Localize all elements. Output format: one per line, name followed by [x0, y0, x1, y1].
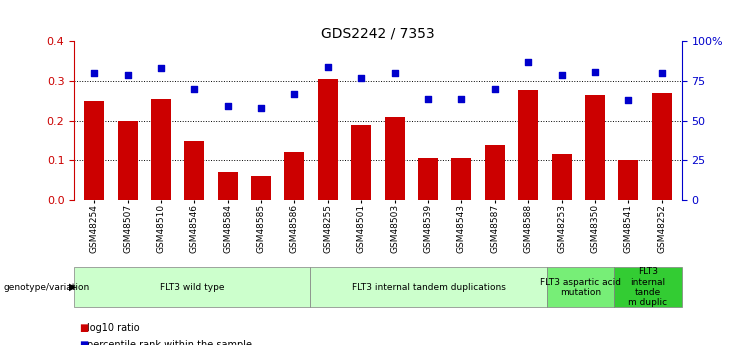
Bar — [451, 158, 471, 200]
Bar — [651, 93, 671, 200]
Bar — [618, 160, 638, 200]
Bar — [318, 79, 338, 200]
Bar — [518, 90, 538, 200]
Bar — [84, 101, 104, 200]
Point — [355, 75, 367, 81]
Bar — [151, 99, 171, 200]
Point — [522, 59, 534, 65]
Point — [222, 104, 233, 109]
Text: ▶: ▶ — [69, 282, 76, 292]
Text: FLT3
internal
tande
m duplic: FLT3 internal tande m duplic — [628, 267, 668, 307]
Point — [489, 86, 501, 92]
Text: FLT3 aspartic acid
mutation: FLT3 aspartic acid mutation — [540, 277, 621, 297]
Point — [88, 70, 100, 76]
Text: log10 ratio: log10 ratio — [87, 323, 140, 333]
Point — [188, 86, 200, 92]
Bar — [118, 121, 138, 200]
Bar — [585, 95, 605, 200]
Bar — [185, 141, 205, 200]
Bar — [551, 155, 571, 200]
Bar — [218, 172, 238, 200]
Text: FLT3 internal tandem duplications: FLT3 internal tandem duplications — [352, 283, 505, 292]
Text: ■: ■ — [79, 340, 88, 345]
Bar — [385, 117, 405, 200]
Text: ■: ■ — [79, 323, 88, 333]
Point — [255, 105, 267, 111]
Title: GDS2242 / 7353: GDS2242 / 7353 — [321, 26, 435, 40]
Point — [589, 69, 601, 74]
Text: FLT3 wild type: FLT3 wild type — [160, 283, 225, 292]
Bar — [418, 158, 438, 200]
Point — [288, 91, 300, 97]
Point — [122, 72, 133, 78]
Point — [622, 97, 634, 103]
Bar — [485, 145, 505, 200]
Text: genotype/variation: genotype/variation — [4, 283, 90, 292]
Bar — [351, 125, 371, 200]
Text: percentile rank within the sample: percentile rank within the sample — [87, 340, 253, 345]
Point — [656, 70, 668, 76]
Point — [155, 66, 167, 71]
Point — [456, 96, 468, 101]
Point — [556, 72, 568, 78]
Bar — [251, 176, 271, 200]
Point — [322, 64, 333, 70]
Point — [422, 96, 434, 101]
Point — [389, 70, 401, 76]
Bar — [285, 152, 305, 200]
